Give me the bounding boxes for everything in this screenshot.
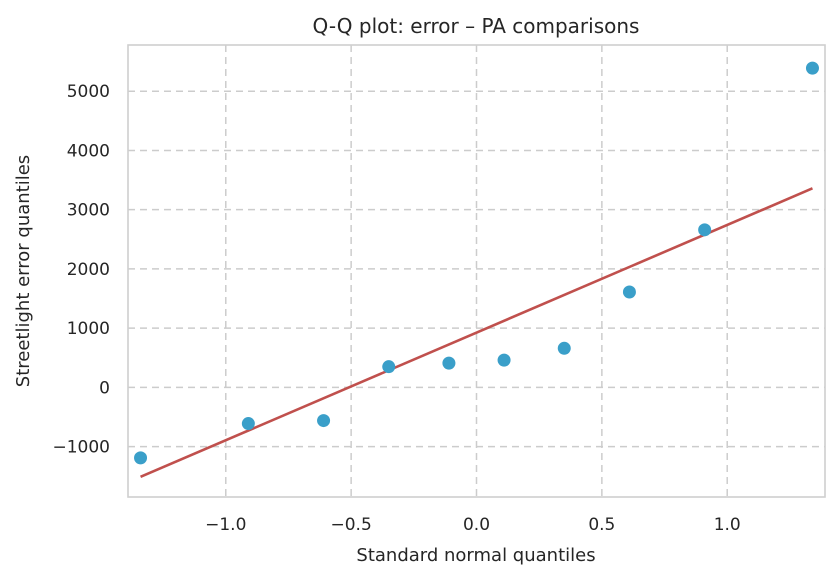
x-tick-labels: −1.0 −0.5 0.0 0.5 1.0 <box>205 515 741 535</box>
x-tick-label: 0.0 <box>463 515 490 535</box>
reference-line-layer <box>140 187 813 479</box>
data-point <box>698 223 712 237</box>
y-axis-label: Streetlight error quantiles <box>13 155 34 387</box>
x-tick-label: −1.0 <box>205 515 246 535</box>
x-tick-label: −0.5 <box>330 515 371 535</box>
grid <box>128 45 825 497</box>
chart-title: Q-Q plot: error – PA comparisons <box>313 14 640 38</box>
y-tick-label: 3000 <box>67 201 110 221</box>
x-tick-label: 1.0 <box>714 515 741 535</box>
y-tick-labels: −1000 0 1000 2000 3000 4000 5000 <box>52 82 110 457</box>
y-tick-label: 1000 <box>67 319 110 339</box>
y-tick-label: 2000 <box>67 260 110 280</box>
data-point <box>622 285 636 299</box>
y-tick-label: −1000 <box>52 438 110 458</box>
data-point <box>442 356 456 370</box>
y-tick-label: 0 <box>99 378 110 398</box>
data-point <box>382 360 396 374</box>
y-tick-label: 5000 <box>67 82 110 102</box>
data-point <box>497 353 511 367</box>
plot-frame <box>127 44 826 498</box>
data-point <box>317 414 331 428</box>
reference-line <box>140 187 813 479</box>
points-layer <box>134 61 819 465</box>
data-point <box>805 61 819 75</box>
x-tick-label: 0.5 <box>588 515 615 535</box>
data-point <box>241 417 255 431</box>
y-tick-label: 4000 <box>67 141 110 161</box>
data-point <box>557 341 571 355</box>
x-axis-label: Standard normal quantiles <box>356 545 595 566</box>
data-point <box>134 451 148 465</box>
